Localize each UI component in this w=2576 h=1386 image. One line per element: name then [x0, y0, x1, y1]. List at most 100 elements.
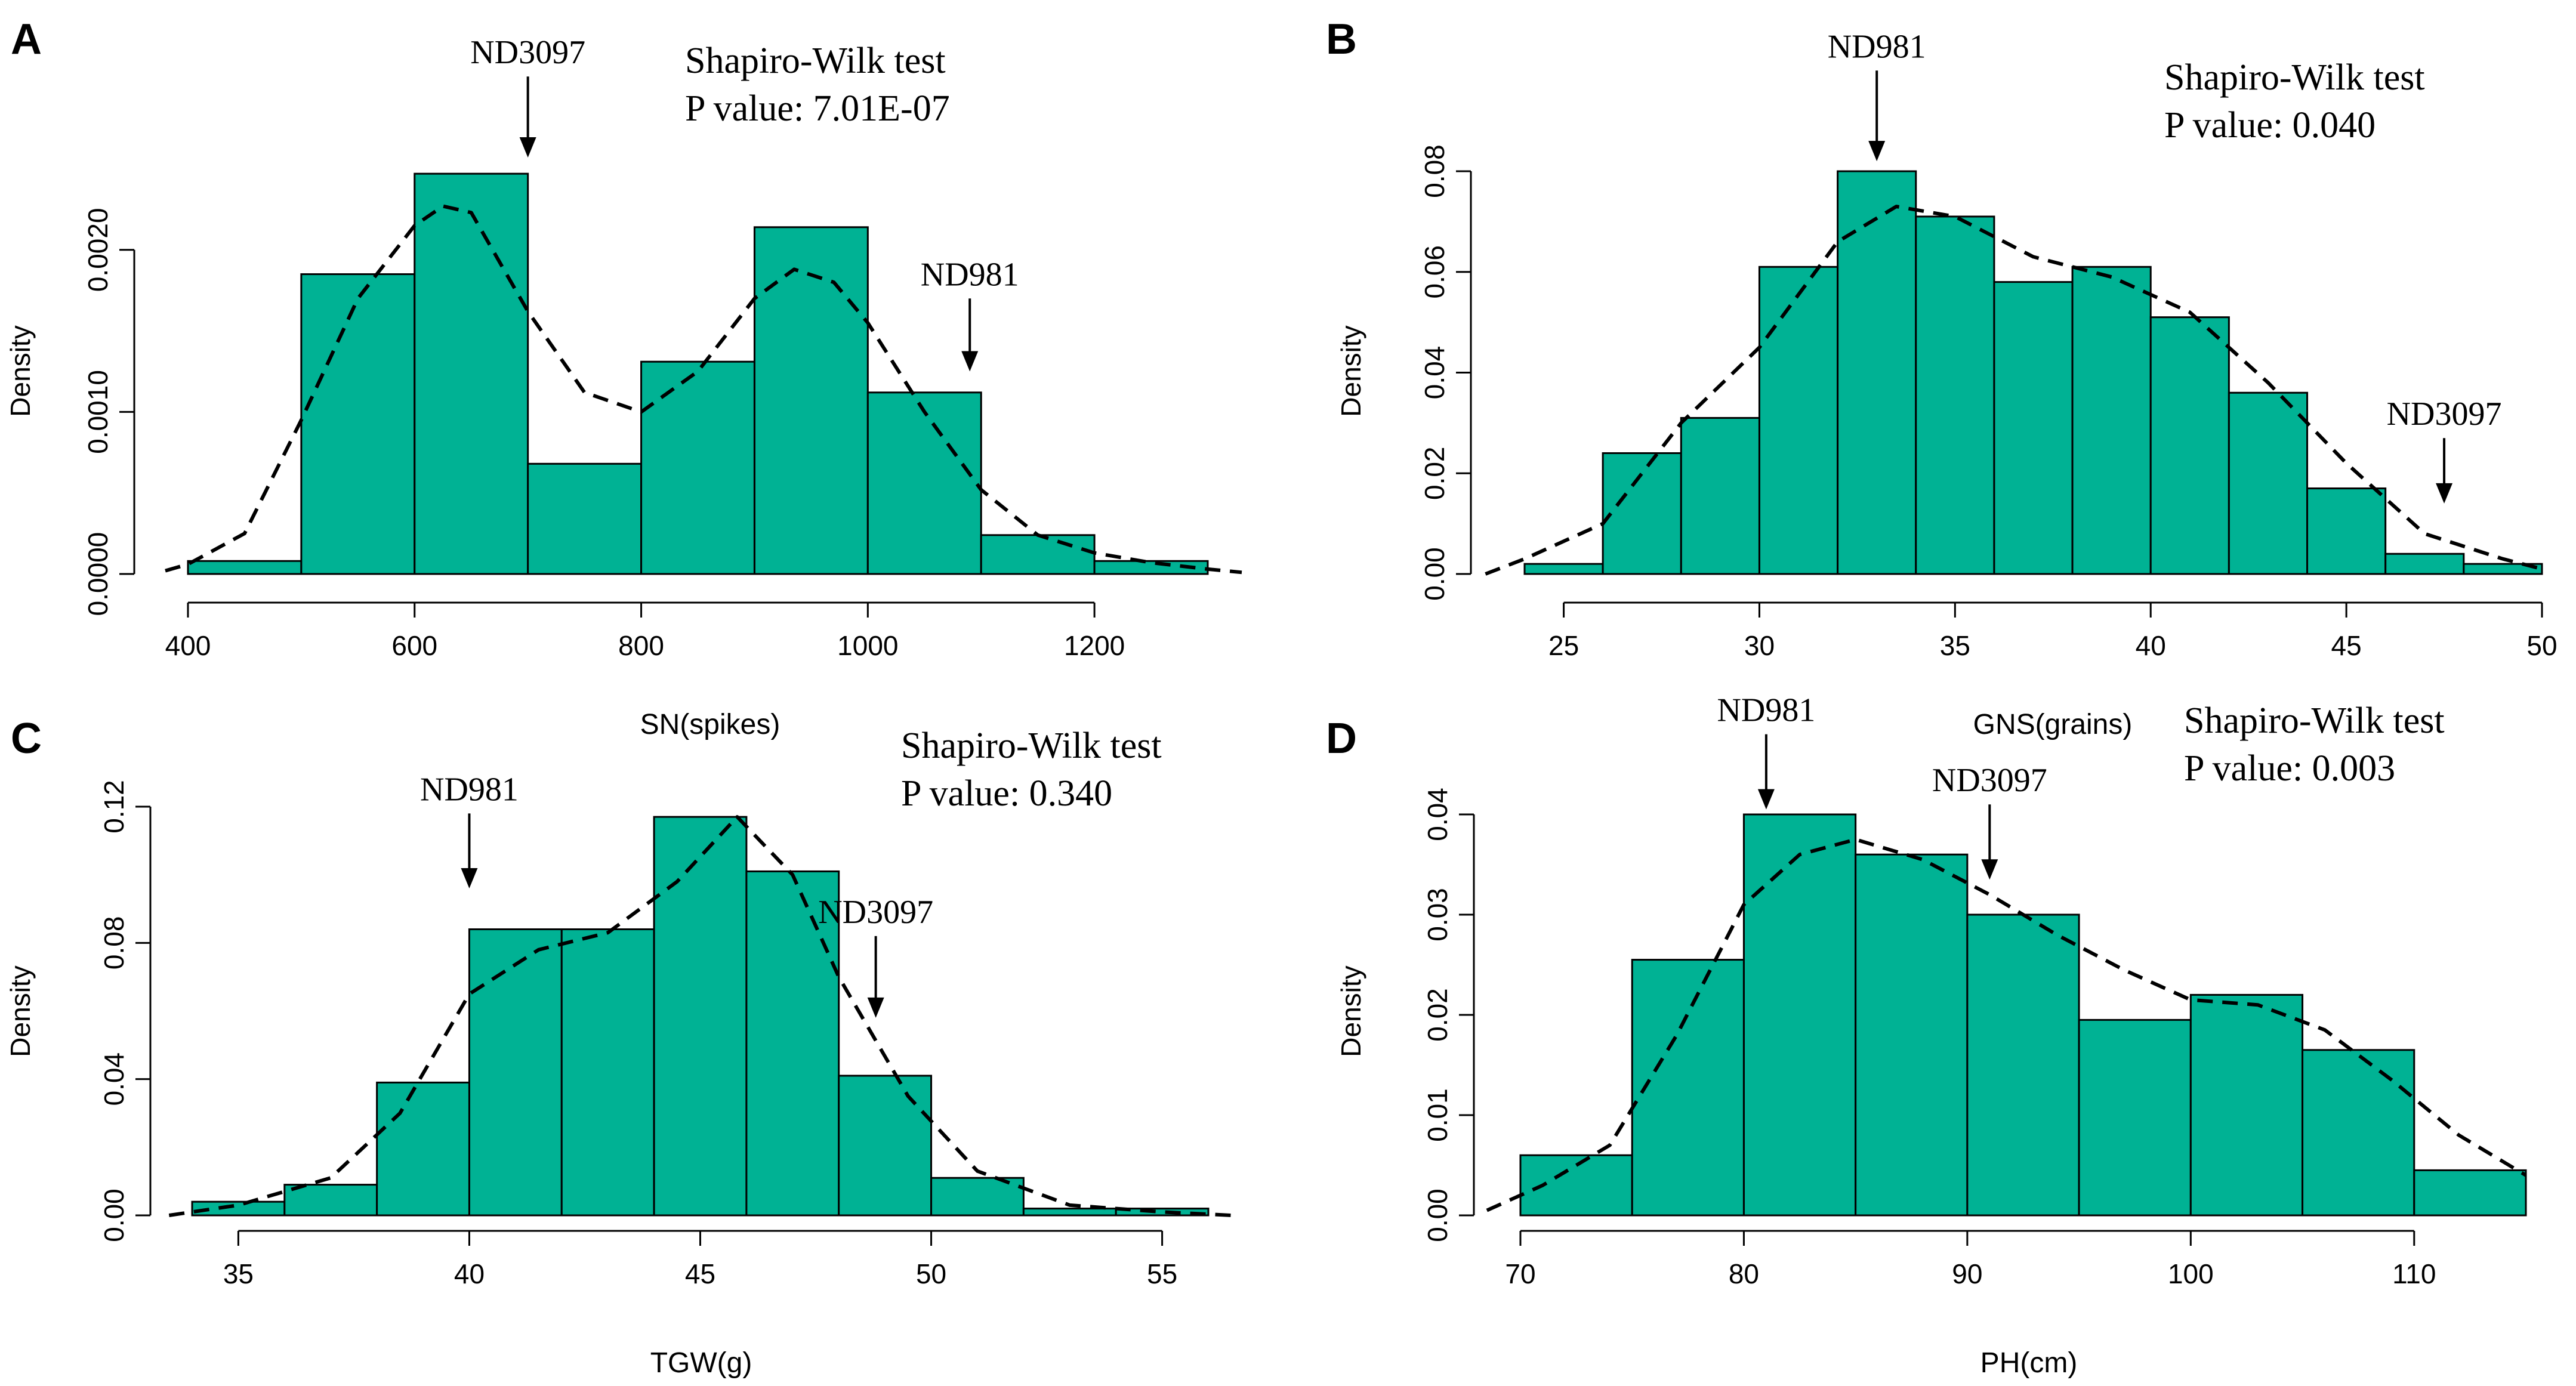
y-tick-label: 0.08	[1419, 144, 1450, 198]
histogram-bar	[1742, 813, 1857, 1217]
panel-label: B	[1326, 16, 1357, 63]
y-tick-label: 0.00	[1422, 1189, 1453, 1242]
y-tick-label: 0.02	[1419, 446, 1450, 500]
histogram-bar	[2463, 563, 2543, 575]
x-tick-label: 50	[2526, 630, 2557, 661]
histogram-bar	[1680, 416, 1760, 575]
histogram-bar	[838, 1075, 933, 1217]
histogram-bar	[980, 534, 1096, 575]
x-tick-label: 70	[1505, 1258, 1535, 1289]
arrow-down-icon	[2436, 483, 2453, 504]
histogram-bar	[414, 172, 529, 575]
y-tick-label: 0.00	[1419, 547, 1450, 601]
panel-label: D	[1326, 715, 1357, 763]
histogram-bar	[1758, 266, 1839, 575]
x-tick-label: 45	[2331, 630, 2362, 661]
histogram-bar	[283, 1184, 378, 1217]
x-tick-label: 1200	[1064, 630, 1125, 661]
histogram-bar	[1115, 1208, 1210, 1217]
x-axis-label: PH(cm)	[1980, 1347, 2078, 1379]
x-tick-label: 800	[618, 630, 664, 661]
cultivar-annotation: ND981	[420, 771, 519, 808]
y-tick-label: 0.08	[98, 916, 129, 970]
y-axis-label: Density	[1335, 325, 1366, 416]
arrow-down-icon	[461, 868, 478, 888]
histogram-bar	[2149, 316, 2230, 575]
histogram-bar	[1837, 170, 1917, 575]
x-tick-label: 45	[685, 1258, 715, 1289]
histogram-bar	[2189, 993, 2304, 1217]
histogram-bar	[1915, 215, 1995, 575]
histogram-bar	[1602, 452, 1682, 575]
y-tick-label: 0.00	[98, 1189, 129, 1242]
histogram-bar	[2228, 391, 2309, 575]
histogram-bar	[1523, 563, 1604, 575]
histogram-bar	[1993, 281, 2074, 575]
cultivar-annotation: ND3097	[470, 34, 585, 71]
panel-A: 400 600 800 1000 1200 0.0000 0.0010 0.0020 SN(sp…	[5, 16, 1242, 740]
y-tick-label: 0.0000	[82, 532, 113, 616]
x-tick-label: 35	[1940, 630, 1970, 661]
arrow-down-icon	[867, 997, 884, 1018]
cultivar-annotation: ND981	[1828, 28, 1926, 65]
cultivar-annotation: ND981	[1717, 692, 1815, 729]
x-axis-label: GNS(grains)	[1973, 709, 2133, 740]
cultivar-annotation: ND3097	[1932, 762, 2047, 799]
y-tick-label: 0.04	[1419, 346, 1450, 400]
arrow-down-icon	[519, 137, 536, 158]
p-value: P value: 0.040	[2164, 105, 2376, 146]
panel-C: 35 40 45 50 55 0.00 0.04 0.08 0.12 TGW(g) Density C…	[5, 715, 1232, 1379]
test-name: Shapiro-Wilk test	[2184, 700, 2445, 741]
x-tick-label: 100	[2168, 1258, 2214, 1289]
x-tick-label: 35	[223, 1258, 254, 1289]
y-axis-label: Density	[1335, 965, 1366, 1057]
histogram-bar	[300, 273, 416, 575]
histogram-bar	[2071, 266, 2152, 575]
x-tick-label: 80	[1729, 1258, 1759, 1289]
x-axis-label: SN(spikes)	[640, 709, 780, 740]
histogram-bar	[1966, 913, 2080, 1217]
test-name: Shapiro-Wilk test	[685, 41, 946, 81]
histogram-bar	[745, 870, 840, 1217]
histogram-bar	[2306, 487, 2387, 575]
x-tick-label: 25	[1548, 630, 1579, 661]
cultivar-annotation: ND3097	[818, 894, 933, 931]
histogram-bar	[1022, 1208, 1117, 1217]
test-name: Shapiro-Wilk test	[2164, 57, 2425, 98]
y-tick-label: 0.03	[1422, 888, 1453, 942]
y-tick-label: 0.02	[1422, 988, 1453, 1042]
histogram-bar	[640, 360, 755, 575]
histogram-panels: 400 600 800 1000 1200 0.0000 0.0010 0.0020 SN(sp…	[5, 16, 2558, 1379]
histogram-bar	[560, 928, 655, 1217]
arrow-down-icon	[961, 351, 979, 372]
histogram-bar	[376, 1081, 470, 1217]
y-tick-label: 0.01	[1422, 1088, 1453, 1142]
density-curve	[1486, 838, 2527, 1212]
x-tick-label: 90	[1952, 1258, 1982, 1289]
histogram-bar	[2384, 552, 2465, 575]
x-tick-label: 1000	[837, 630, 898, 661]
y-tick-label: 0.04	[98, 1052, 129, 1106]
x-tick-label: 600	[391, 630, 437, 661]
y-axis-label: Density	[5, 325, 36, 416]
x-tick-label: 40	[2136, 630, 2166, 661]
panel-B: 25 30 35 40 45 50 0.00 0.02 0.04 0.06 0.08 GNS(grai…	[1326, 16, 2558, 740]
cultivar-annotation: ND981	[921, 256, 1019, 293]
arrow-down-icon	[1757, 789, 1775, 810]
arrow-down-icon	[1981, 859, 1998, 880]
x-tick-label: 400	[165, 630, 211, 661]
cultivar-annotation: ND3097	[2387, 396, 2502, 433]
x-tick-label: 40	[454, 1258, 485, 1289]
y-tick-label: 0.06	[1419, 245, 1450, 299]
histogram-bar	[866, 391, 982, 575]
histogram-bar	[1855, 853, 1969, 1217]
p-value: P value: 0.003	[2184, 748, 2395, 789]
histogram-bar	[753, 226, 869, 575]
density-curve	[168, 815, 1232, 1217]
arrow-down-icon	[1868, 141, 1886, 162]
y-tick-label: 0.0020	[82, 208, 113, 292]
histogram-bar	[2078, 1018, 2192, 1217]
y-tick-label: 0.12	[98, 780, 129, 834]
test-name: Shapiro-Wilk test	[901, 726, 1162, 766]
y-tick-label: 0.0010	[82, 370, 113, 454]
